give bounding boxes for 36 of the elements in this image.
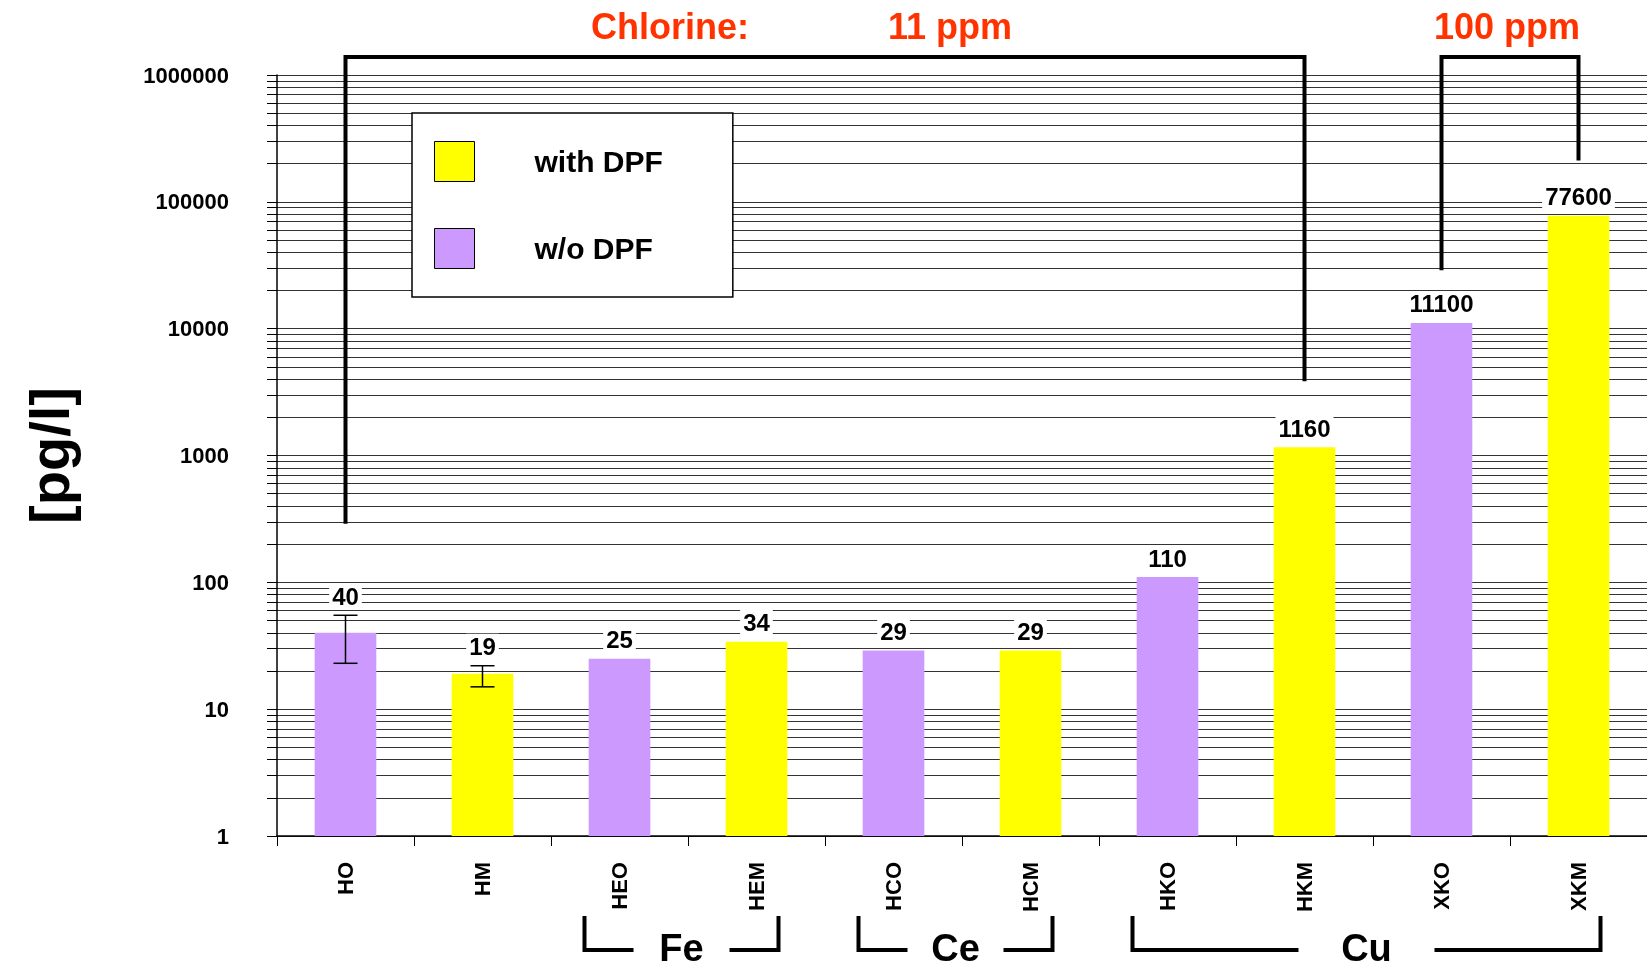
x-tick-label: HO [333, 862, 358, 895]
data-label: 19 [469, 633, 496, 661]
x-tick-label: HKO [1155, 862, 1180, 911]
y-tick-label: 10 [204, 696, 229, 722]
data-label: 11100 [1409, 290, 1474, 318]
data-label: 110 [1148, 544, 1187, 572]
text: Cu [1341, 926, 1392, 970]
text: Chlorine: [591, 6, 749, 48]
data-label: 29 [880, 618, 907, 646]
data-label: 1160 [1278, 414, 1331, 442]
y-tick-label: 1 [216, 823, 229, 849]
y-tick-label: 10000 [167, 316, 229, 342]
x-tick-label: HEO [607, 862, 632, 910]
x-tick-label: XKM [1566, 862, 1591, 911]
x-tick-label: HCM [1018, 862, 1043, 913]
y-tick-label: 1000000 [143, 62, 229, 88]
data-label: 77600 [1545, 183, 1612, 211]
text: Fe [659, 926, 704, 970]
x-tick-label: HM [470, 862, 495, 897]
x-tick-label: HEM [744, 862, 769, 911]
data-label: 34 [743, 609, 771, 637]
y-tick-label: 100000 [155, 189, 229, 215]
y-tick-label: 100 [192, 569, 229, 595]
legend-label: with DPF [533, 145, 663, 178]
text: Ce [931, 926, 980, 970]
text: 100 ppm [1433, 6, 1581, 48]
text: 11 ppm [887, 6, 1013, 48]
x-tick-label: HCO [881, 862, 906, 911]
y-tick-label: 1000 [180, 443, 229, 468]
y-axis-title: [pg/l] [17, 387, 81, 524]
data-label: 40 [332, 582, 359, 610]
x-tick-label: HKM [1292, 862, 1317, 913]
data-label: 29 [1017, 618, 1044, 646]
data-label: 25 [606, 626, 633, 654]
x-tick-label: XKO [1429, 862, 1454, 910]
legend-label: w/o DPF [533, 232, 653, 265]
